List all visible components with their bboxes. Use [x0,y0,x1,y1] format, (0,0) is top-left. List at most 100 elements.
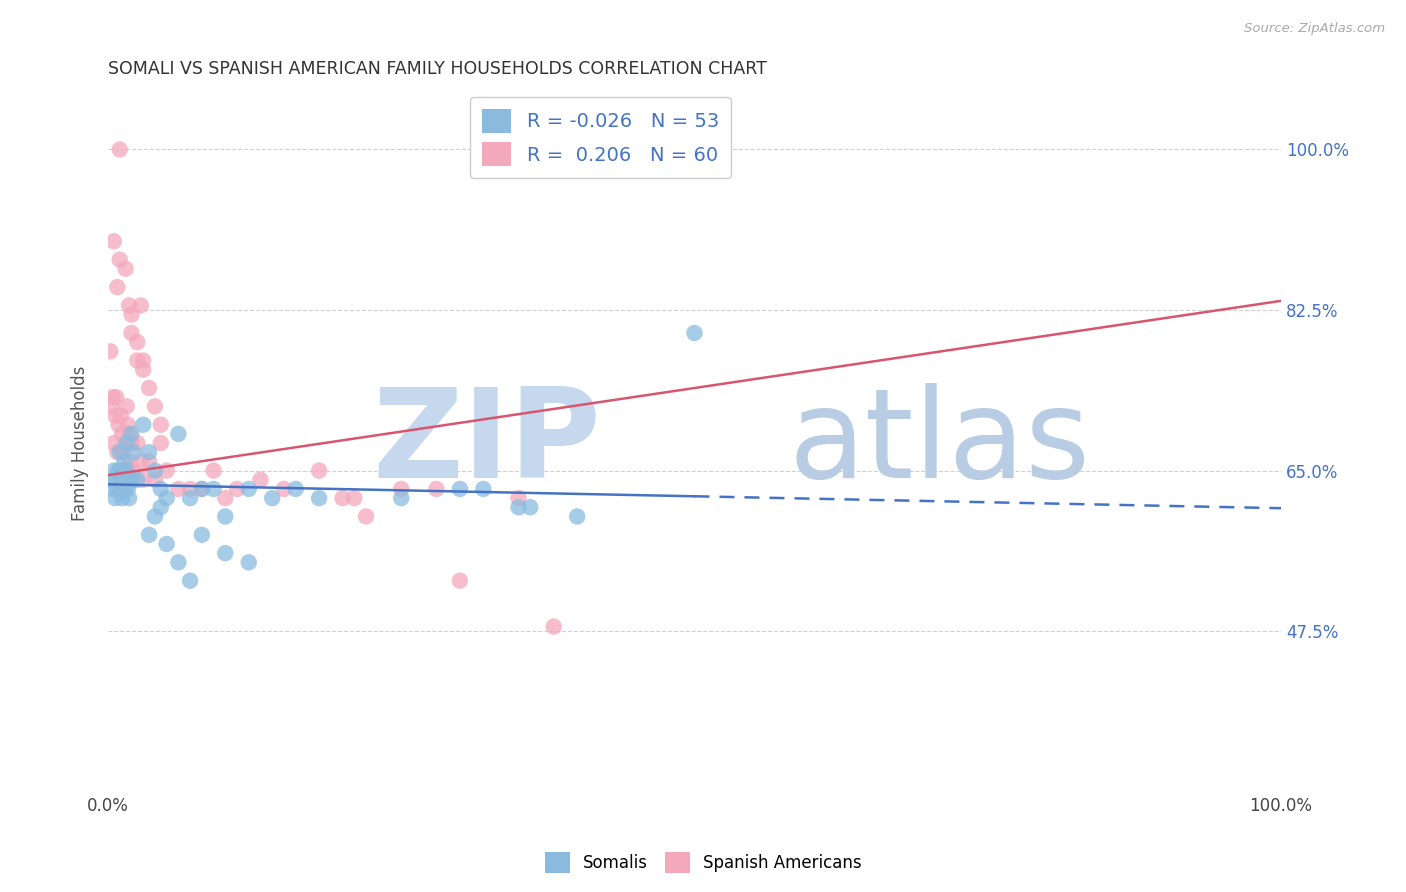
Point [191,482,214,496]
Text: Source: ZipAtlas.com: Source: ZipAtlas.com [1244,22,1385,36]
Point [108,252,131,267]
Point [179,491,201,505]
Point [262,491,284,505]
Point [127,353,149,368]
Point [127,473,149,487]
Point [117,482,139,496]
Point [143,509,166,524]
Point [156,464,179,478]
Point [149,417,172,432]
Point [118,298,141,312]
Point [202,464,225,478]
Point [117,417,139,432]
Point [425,482,447,496]
Point [100,473,122,487]
Point [108,464,131,478]
Point [115,464,138,478]
Point [98,344,121,359]
Point [132,362,155,376]
Point [115,400,138,414]
Point [519,500,541,515]
Point [129,454,152,468]
Text: SOMALI VS SPANISH AMERICAN FAMILY HOUSEHOLDS CORRELATION CHART: SOMALI VS SPANISH AMERICAN FAMILY HOUSEH… [108,60,766,78]
Point [110,482,132,496]
Point [114,482,136,496]
Point [149,482,172,496]
Point [120,308,142,322]
Point [127,436,149,450]
Point [273,482,295,496]
Point [110,409,132,423]
Point [115,436,138,450]
Point [508,491,530,505]
Point [332,491,354,505]
Point [567,509,589,524]
Point [543,619,565,633]
Legend: R = -0.026   N = 53, R =  0.206   N = 60: R = -0.026 N = 53, R = 0.206 N = 60 [471,97,731,178]
Point [104,491,127,505]
Point [238,482,260,496]
Point [104,409,127,423]
Point [308,491,330,505]
Point [112,473,135,487]
Point [122,445,145,459]
Point [238,555,260,569]
Point [214,509,236,524]
Point [103,464,125,478]
Point [118,426,141,441]
Point [121,473,143,487]
Point [354,509,377,524]
Point [179,574,201,588]
Point [120,436,142,450]
Point [149,436,172,450]
Point [120,454,142,468]
Point [101,482,124,496]
Point [202,482,225,496]
Point [107,417,129,432]
Point [129,298,152,312]
Point [108,464,131,478]
Point [143,464,166,478]
Point [105,473,128,487]
Point [120,326,142,340]
Point [449,574,471,588]
Point [683,326,706,340]
Point [449,482,471,496]
Point [101,390,124,404]
Point [389,482,412,496]
Point [156,537,179,551]
Point [105,280,128,294]
Point [179,482,201,496]
Point [118,491,141,505]
Point [127,335,149,350]
Point [132,473,155,487]
Point [122,464,145,478]
Y-axis label: Family Households: Family Households [72,366,89,521]
Point [389,491,412,505]
Legend: Somalis, Spanish Americans: Somalis, Spanish Americans [538,846,868,880]
Point [143,400,166,414]
Point [108,445,131,459]
Point [249,473,271,487]
Point [167,555,190,569]
Point [107,464,129,478]
Point [108,143,131,157]
Text: ZIP: ZIP [371,383,600,504]
Point [343,491,366,505]
Point [138,381,160,395]
Point [149,500,172,515]
Point [472,482,495,496]
Point [112,464,135,478]
Point [138,528,160,542]
Point [156,491,179,505]
Point [214,546,236,560]
Point [284,482,307,496]
Point [120,473,142,487]
Point [508,500,530,515]
Point [100,400,122,414]
Point [105,445,128,459]
Point [105,390,128,404]
Point [191,482,214,496]
Point [112,454,135,468]
Point [308,464,330,478]
